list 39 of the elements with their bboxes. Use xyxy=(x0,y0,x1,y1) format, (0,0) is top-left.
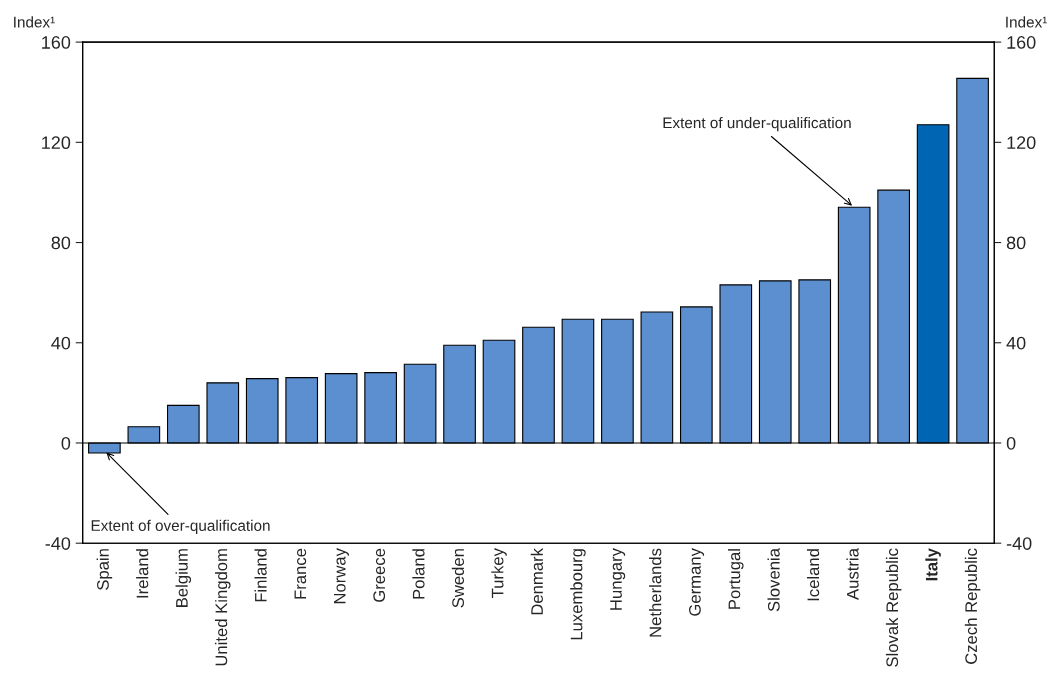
x-tick-label: Belgium xyxy=(175,549,192,607)
x-tick-label: United Kingdom xyxy=(215,549,231,666)
y-tick-label: 120 xyxy=(42,136,71,150)
y-axis-title: Index¹ xyxy=(14,16,55,28)
y-tick-label: -40 xyxy=(45,537,71,550)
x-tick-label: Austria xyxy=(846,548,859,600)
annotation: Extent of under-qualification xyxy=(663,117,851,132)
x-tick-label: Ireland xyxy=(136,549,149,598)
x-tick-label: Slovenia xyxy=(767,548,780,612)
x-tick-label: Denmark xyxy=(530,548,543,615)
x-tick-label: Italy xyxy=(925,548,941,581)
x-tick-label: Finland xyxy=(254,549,267,602)
x-tick-label: Poland xyxy=(412,549,425,599)
y-tick-label: 160 xyxy=(42,36,71,49)
x-tick-label: Netherlands xyxy=(649,548,662,637)
x-tick-label: Luxembourg xyxy=(570,549,586,640)
x-tick-label: Hungary xyxy=(610,548,626,610)
y-tick-label: 0 xyxy=(61,436,71,450)
x-tick-label: Czech Republic xyxy=(964,548,981,664)
x-tick-label: France xyxy=(294,548,307,599)
x-tick-label: Norway xyxy=(334,548,349,604)
y2-tick-label: 0 xyxy=(1006,436,1016,450)
y2-tick-label: -40 xyxy=(1006,537,1032,550)
y2-tick-label: 160 xyxy=(1007,36,1036,49)
y-tick-label: 80 xyxy=(51,236,71,250)
y2-tick-label: 120 xyxy=(1007,136,1036,150)
x-tick-label: Portugal xyxy=(728,549,744,609)
x-tick-label: Iceland xyxy=(806,549,820,601)
x-tick-label: Sweden xyxy=(451,549,465,608)
x-tick-label: Greece xyxy=(373,548,386,602)
x-tick-label: Turkey xyxy=(491,548,507,598)
y-tick-label: 40 xyxy=(51,336,71,350)
y2-tick-label: 40 xyxy=(1006,336,1026,350)
x-tick-label: Slovak Republic xyxy=(885,548,902,667)
x-tick-label: Germany xyxy=(689,548,705,616)
y2-axis-title: Index¹ xyxy=(1006,16,1047,28)
x-tick-label: Spain xyxy=(96,549,113,590)
y2-tick-label: 80 xyxy=(1006,236,1026,250)
annotation: Extent of over-qualification xyxy=(91,519,270,535)
